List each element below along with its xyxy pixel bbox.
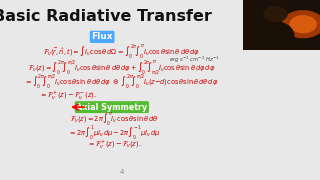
- Text: $= \int_0^{2\pi}\!\!\int_0^{\pi/2} I_\nu\cos\theta\sin\theta\,d\theta\,d\varphi\: $= \int_0^{2\pi}\!\!\int_0^{\pi/2} I_\nu…: [24, 73, 219, 91]
- Text: $= 2\pi\int_0^1 \mu I_\nu\,d\mu - 2\pi\int_0^{-1}\mu I_\nu\,d\mu$: $= 2\pi\int_0^1 \mu I_\nu\,d\mu - 2\pi\i…: [68, 123, 161, 141]
- Text: $\mathcal{F}_\nu(\vec{r},\hat{n},t) = \int I_\nu\cos\theta\,d\Omega = \int_0^{2\: $\mathcal{F}_\nu(\vec{r},\hat{n},t) = \i…: [43, 42, 200, 60]
- Text: $\mathcal{F}_\nu(z) = \int_0^{2\pi}\!\!\int_0^{\pi/2} I_\nu\cos\theta\sin\theta\: $\mathcal{F}_\nu(z) = \int_0^{2\pi}\!\!\…: [28, 58, 215, 77]
- Text: Basic Radiative Transfer: Basic Radiative Transfer: [0, 9, 212, 24]
- Text: 4: 4: [119, 169, 124, 175]
- Text: $erg\ s^{-1}\ cm^{-2}\ Hz^{-1}$: $erg\ s^{-1}\ cm^{-2}\ Hz^{-1}$: [169, 55, 220, 65]
- Text: $= \mathcal{F}_\nu^+(z) - \mathcal{F}_\nu^-(z).$: $= \mathcal{F}_\nu^+(z) - \mathcal{F}_\n…: [39, 90, 97, 102]
- Circle shape: [289, 15, 317, 33]
- Text: Axial Symmetry: Axial Symmetry: [76, 103, 148, 112]
- Circle shape: [282, 10, 320, 38]
- Circle shape: [263, 6, 288, 22]
- Text: $\mathcal{F}_\nu(z) = 2\pi\int_0^{\pi} I_\nu\,\cos\theta\sin\theta\,d\theta$: $\mathcal{F}_\nu(z) = 2\pi\int_0^{\pi} I…: [70, 111, 159, 128]
- Text: Flux: Flux: [92, 32, 113, 41]
- Ellipse shape: [256, 21, 295, 51]
- Text: $= \mathcal{F}_\nu^+(z) - \mathcal{F}_\nu(z).$: $= \mathcal{F}_\nu^+(z) - \mathcal{F}_\n…: [87, 139, 141, 151]
